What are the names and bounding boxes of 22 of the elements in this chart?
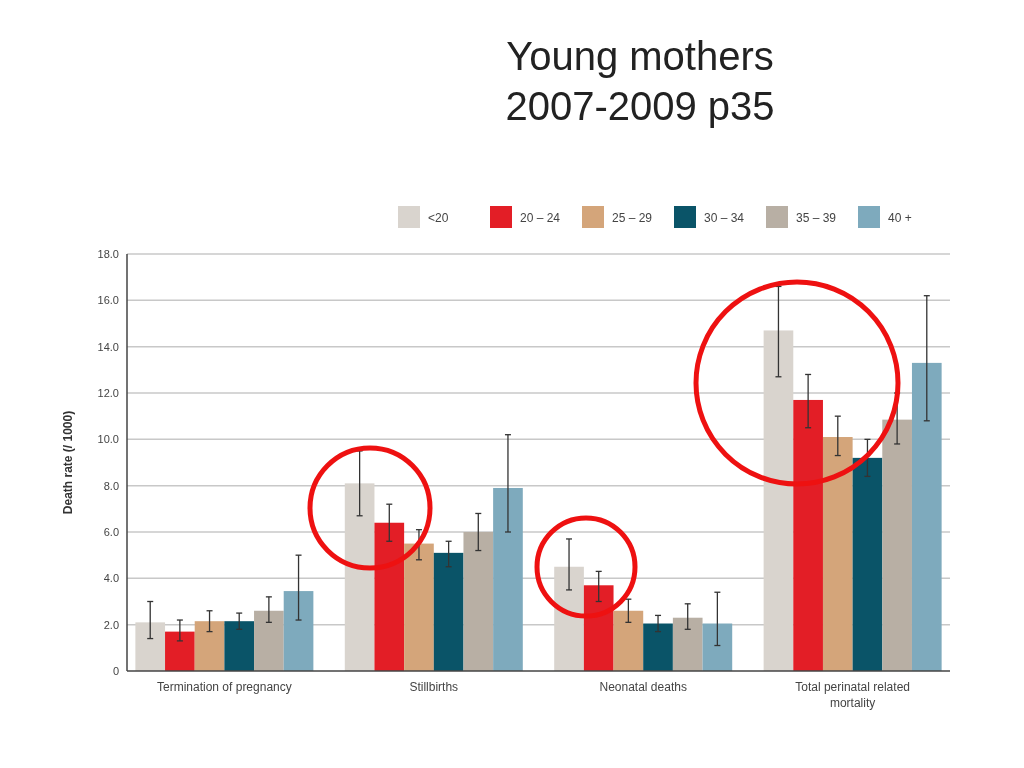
y-tick-label: 0	[112, 665, 119, 677]
chart-title: Young mothers 2007-2009 p35	[505, 34, 775, 128]
x-tick-label: Total perinatal related mortality	[795, 680, 910, 710]
legend-label: 35 – 39	[796, 211, 837, 225]
y-tick-label: 2.0	[103, 618, 119, 631]
y-axis-title: Death rate (/ 1000)	[61, 410, 75, 515]
legend-label: <20	[428, 211, 449, 225]
y-tick-label: 8.0	[103, 479, 119, 492]
y-tick-label: 6.0	[103, 526, 119, 538]
y-tick-label: 12.0	[97, 387, 119, 399]
legend-label: 40 +	[888, 211, 912, 225]
y-tick-label: 14.0	[97, 340, 119, 353]
x-tick-label: Termination of pregnancy	[157, 680, 292, 694]
x-tick-label: Stillbirths	[409, 680, 459, 694]
x-tick-label: Neonatal deaths	[599, 680, 687, 694]
y-tick-label: 4.0	[103, 572, 119, 585]
legend-label: 30 – 34	[704, 211, 745, 225]
legend-label: 25 – 29	[612, 211, 653, 225]
y-tick-label: 16.0	[97, 294, 119, 307]
legend-label: 20 – 24	[520, 211, 561, 225]
y-tick-label: 10.0	[97, 433, 119, 446]
y-tick-label: 18.0	[97, 248, 119, 260]
